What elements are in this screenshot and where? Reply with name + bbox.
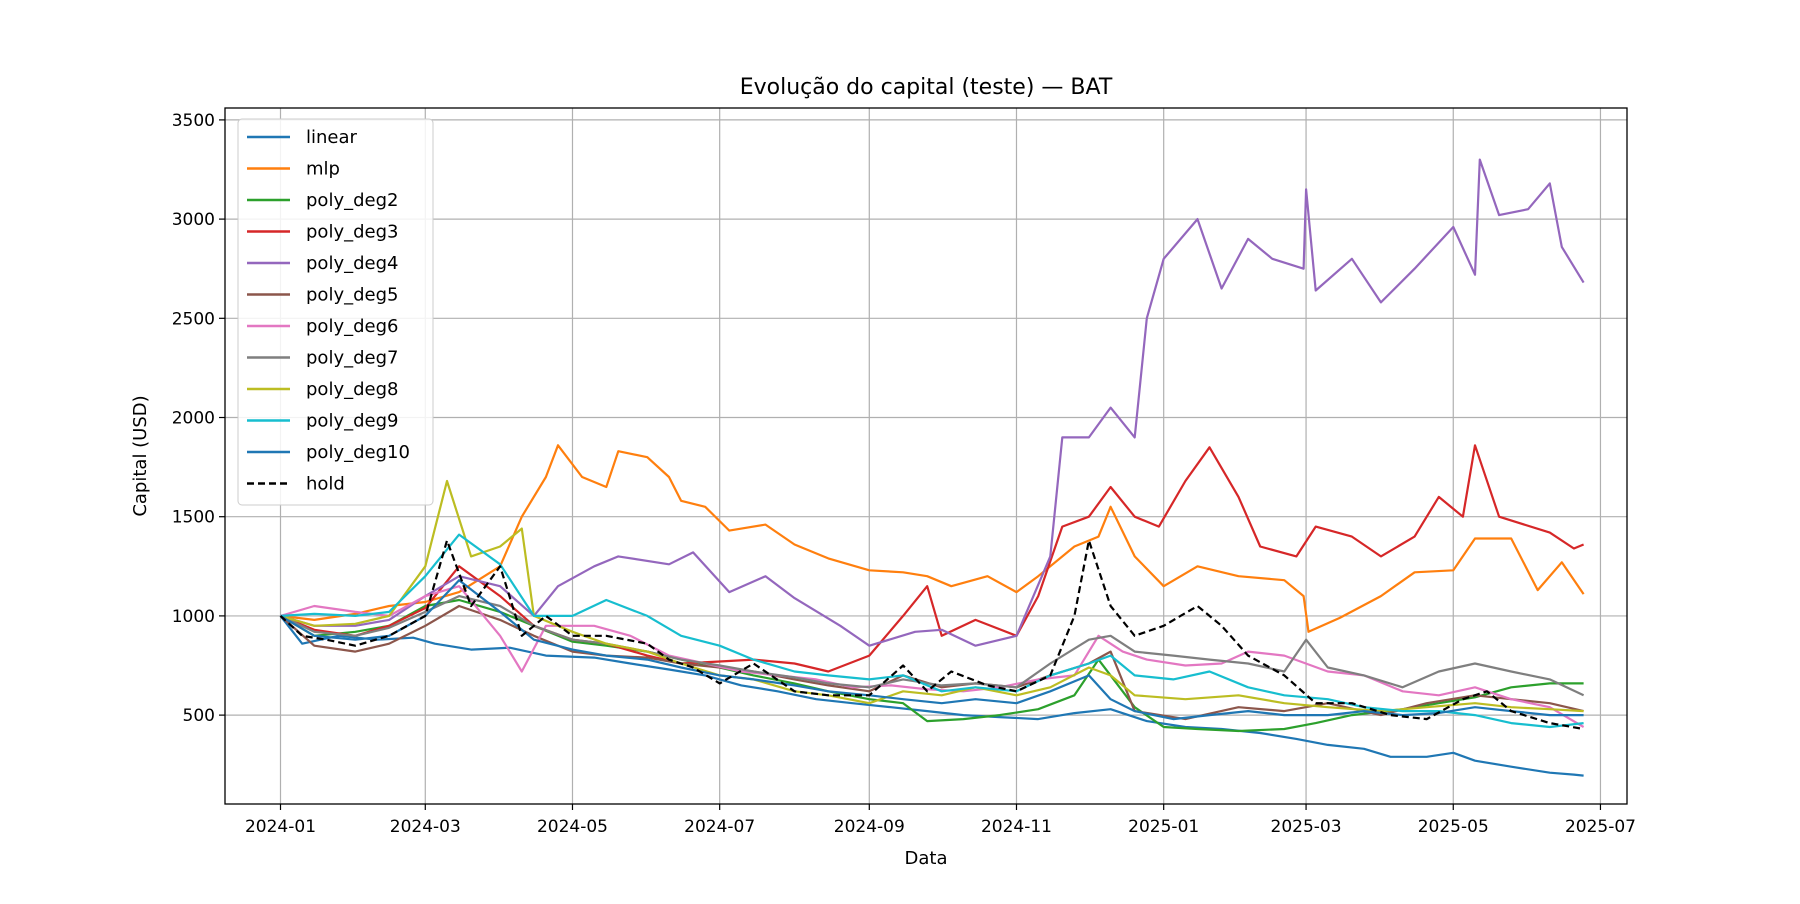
series-lines bbox=[279, 158, 1585, 777]
series-line-mlp bbox=[280, 444, 1585, 633]
legend-label: poly_deg5 bbox=[306, 285, 398, 306]
x-tick-label: 2025-03 bbox=[1271, 817, 1342, 837]
y-tick-label: 3500 bbox=[172, 111, 215, 131]
x-tick-label: 2025-05 bbox=[1418, 817, 1489, 837]
x-tick-label: 2024-01 bbox=[245, 817, 316, 837]
legend: linear mlp poly_deg2 poly_deg3 poly_deg4poly… bbox=[237, 118, 434, 506]
chart-title: Evolução do capital (teste) — BAT bbox=[740, 75, 1113, 100]
x-tick-label: 2025-07 bbox=[1565, 817, 1636, 837]
axis-ticks: 2024-01 2024-03 2024-05 2024-07 2024-09 2024-… bbox=[172, 111, 1636, 837]
x-tick-label: 2025-01 bbox=[1128, 817, 1199, 837]
x-tick-label: 2024-07 bbox=[684, 817, 755, 837]
y-tick-label: 3000 bbox=[172, 210, 215, 230]
legend-label: hold bbox=[306, 474, 345, 495]
legend-label: poly_deg6 bbox=[306, 316, 398, 337]
legend-label: poly_deg9 bbox=[306, 411, 398, 432]
x-tick-label: 2024-09 bbox=[834, 817, 905, 837]
legend-box bbox=[237, 118, 434, 506]
x-tick-label: 2024-11 bbox=[981, 817, 1052, 837]
y-tick-label: 1000 bbox=[172, 607, 215, 627]
y-tick-label: 1500 bbox=[172, 508, 215, 528]
x-tick-label: 2024-05 bbox=[537, 817, 608, 837]
y-tick-label: 2500 bbox=[172, 309, 215, 329]
legend-label: poly_deg4 bbox=[306, 253, 398, 274]
legend-label: linear bbox=[306, 127, 358, 148]
legend-label: poly_deg10 bbox=[306, 442, 410, 463]
y-tick-label: 500 bbox=[183, 706, 215, 726]
series-line-poly-deg7 bbox=[280, 594, 1585, 697]
x-axis-label: Data bbox=[905, 848, 948, 869]
y-tick-label: 2000 bbox=[172, 409, 215, 429]
y-axis-label: Capital (USD) bbox=[130, 395, 151, 516]
series-line-hold bbox=[279, 539, 1584, 731]
legend-label: poly_deg7 bbox=[306, 348, 398, 369]
series-line-poly-deg10 bbox=[279, 579, 1584, 721]
legend-label: poly_deg8 bbox=[306, 379, 398, 400]
plot-frame bbox=[224, 107, 1628, 805]
series-line-poly-deg8 bbox=[280, 479, 1584, 713]
legend-label: poly_deg2 bbox=[306, 190, 398, 211]
x-tick-label: 2024-03 bbox=[390, 817, 461, 837]
series-line-poly-deg4 bbox=[280, 158, 1585, 647]
series-line-linear bbox=[279, 615, 1584, 777]
legend-label: poly_deg3 bbox=[306, 222, 398, 243]
legend-label: mlp bbox=[306, 159, 340, 180]
